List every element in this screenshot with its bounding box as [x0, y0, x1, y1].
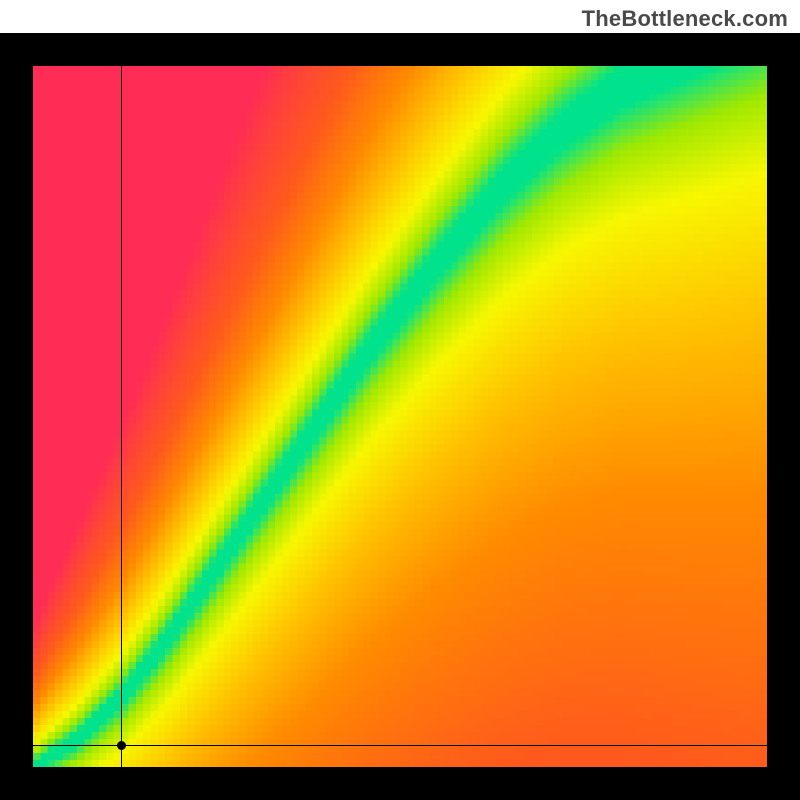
heatmap-canvas	[33, 66, 767, 767]
heatmap-plot-area	[33, 66, 767, 767]
crosshair-vertical-line	[121, 66, 122, 767]
crosshair-horizontal-line	[33, 745, 767, 746]
attribution-watermark: TheBottleneck.com	[582, 6, 788, 32]
